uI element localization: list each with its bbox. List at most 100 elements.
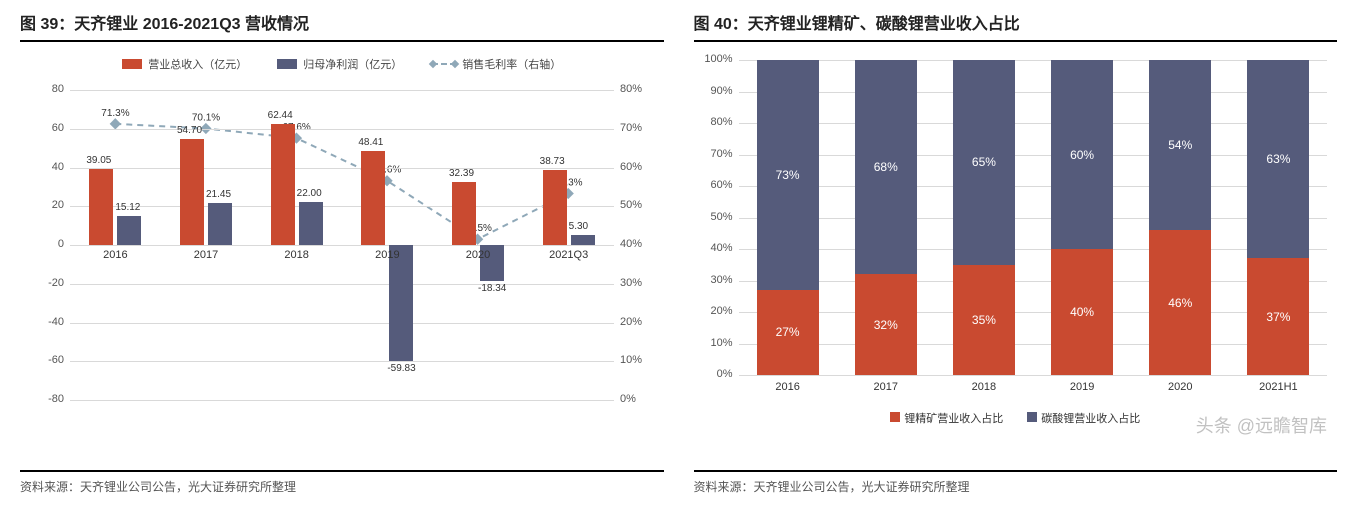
legend-seg2: 碳酸锂营业收入占比 [1027,410,1140,426]
stacked-bar: 68%32% [855,60,917,375]
right-chart-panel: 图 40：天齐锂业锂精矿、碳酸锂营业收入占比 0%10%20%30%40%50%… [694,10,1338,495]
y-axis-label: 50% [699,211,733,223]
left-axis-label: -40 [24,316,64,328]
seg2-segment: 60% [1051,60,1113,249]
x-category-label: 2021Q3 [549,249,588,261]
y-axis-label: 20% [699,305,733,317]
profit-bar [117,216,141,245]
x-category-label: 2017 [874,381,898,393]
gridline [739,375,1328,376]
revenue-bar [452,182,476,245]
gridline [70,400,614,401]
left-axis-label: 20 [24,199,64,211]
legend-seg1: 锂精矿营业收入占比 [890,410,1003,426]
profit-bar [389,245,413,361]
x-category-label: 2019 [375,249,399,261]
y-axis-label: 60% [699,179,733,191]
profit-bar-label: -18.34 [478,283,506,294]
chart2-title: 图 40：天齐锂业锂精矿、碳酸锂营业收入占比 [694,10,1338,42]
right-axis-label: 60% [620,161,642,173]
profit-bar [571,235,595,245]
left-axis-label: 0 [24,238,64,250]
revenue-bar-label: 54.70 [177,125,202,136]
chart1-plot-area: 71.3%70.1%67.6%56.6%41.5%53.3% -80-60-40… [70,90,614,400]
seg1-segment: 35% [953,265,1015,375]
gridline [739,60,1328,61]
y-axis-label: 100% [699,53,733,65]
gridline [739,92,1328,93]
seg1-segment: 27% [757,290,819,375]
left-axis-label: -80 [24,393,64,405]
gridline [70,361,614,362]
gridline [739,218,1328,219]
gridline [739,186,1328,187]
gridline [739,123,1328,124]
legend-seg2-label: 碳酸锂营业收入占比 [1041,413,1140,425]
left-axis-label: 40 [24,161,64,173]
revenue-bar-label: 38.73 [540,156,565,167]
left-axis-label: 80 [24,83,64,95]
legend-revenue: 营业总收入（亿元） [122,56,247,72]
right-axis-label: 50% [620,199,642,211]
legend-margin: 销售毛利率（右轴） [432,56,561,72]
y-axis-label: 40% [699,242,733,254]
chart1: 营业总收入（亿元） 归母净利润（亿元） 销售毛利率（右轴） 71.3% 70.1%… [20,50,664,430]
right-axis-label: 40% [620,238,642,250]
legend-margin-label: 销售毛利率（右轴） [462,56,561,72]
x-category-label: 2018 [972,381,996,393]
swatch-margin-icon [432,63,456,65]
profit-bar-label: 15.12 [115,202,140,213]
right-axis-label: 70% [620,122,642,134]
y-axis-label: 70% [699,148,733,160]
x-category-label: 2016 [103,249,127,261]
x-category-label: 2020 [466,249,490,261]
gridline [739,249,1328,250]
gridline [739,312,1328,313]
swatch-profit-icon [277,59,297,69]
swatch-revenue-icon [122,59,142,69]
profit-bar-label: 5.30 [569,221,588,232]
gridline [739,344,1328,345]
chart1-source: 资料来源：天齐锂业公司公告，光大证券研究所整理 [20,470,664,495]
profit-bar [299,202,323,245]
left-axis-label: -60 [24,354,64,366]
margin-point-label: 71.3% [101,108,129,119]
left-chart-panel: 图 39：天齐锂业 2016-2021Q3 营收情况 营业总收入（亿元） 归母净… [20,10,664,495]
profit-bar-label: 22.00 [297,188,322,199]
y-axis-label: 90% [699,85,733,97]
right-axis-label: 80% [620,83,642,95]
y-axis-label: 10% [699,337,733,349]
revenue-bar-label: 62.44 [268,110,293,121]
chart1-title: 图 39：天齐锂业 2016-2021Q3 营收情况 [20,10,664,42]
gridline [70,168,614,169]
right-axis-label: 0% [620,393,636,405]
seg2-segment: 54% [1149,60,1211,230]
seg2-segment: 73% [757,60,819,290]
legend-profit: 归母净利润（亿元） [277,56,402,72]
chart1-legend: 营业总收入（亿元） 归母净利润（亿元） 销售毛利率（右轴） [20,56,664,72]
gridline [739,281,1328,282]
chart2-legend: 锂精矿营业收入占比 碳酸锂营业收入占比 [694,410,1338,426]
gridline [70,245,614,246]
stacked-bar: 73%27% [757,60,819,375]
revenue-bar-label: 48.41 [358,137,383,148]
revenue-bar-label: 32.39 [449,168,474,179]
stacked-bar: 65%35% [953,60,1015,375]
right-axis-label: 10% [620,354,642,366]
legend-seg1-label: 锂精矿营业收入占比 [904,413,1003,425]
gridline [70,284,614,285]
margin-point-label: 70.1% [192,112,220,123]
stacked-bar: 60%40% [1051,60,1113,375]
right-axis-label: 20% [620,316,642,328]
left-axis-label: -20 [24,277,64,289]
chart2: 0%10%20%30%40%50%60%70%80%90%100%73%27%2… [694,50,1338,430]
swatch-seg2-icon [1027,412,1037,422]
gridline [70,206,614,207]
gridline [70,129,614,130]
seg2-segment: 65% [953,60,1015,265]
seg1-segment: 37% [1247,258,1309,375]
swatch-seg1-icon [890,412,900,422]
profit-bar-label: -59.83 [387,363,415,374]
chart1-wrap: 营业总收入（亿元） 归母净利润（亿元） 销售毛利率（右轴） 71.3% 70.1%… [20,50,664,466]
x-category-label: 2021H1 [1259,381,1298,393]
